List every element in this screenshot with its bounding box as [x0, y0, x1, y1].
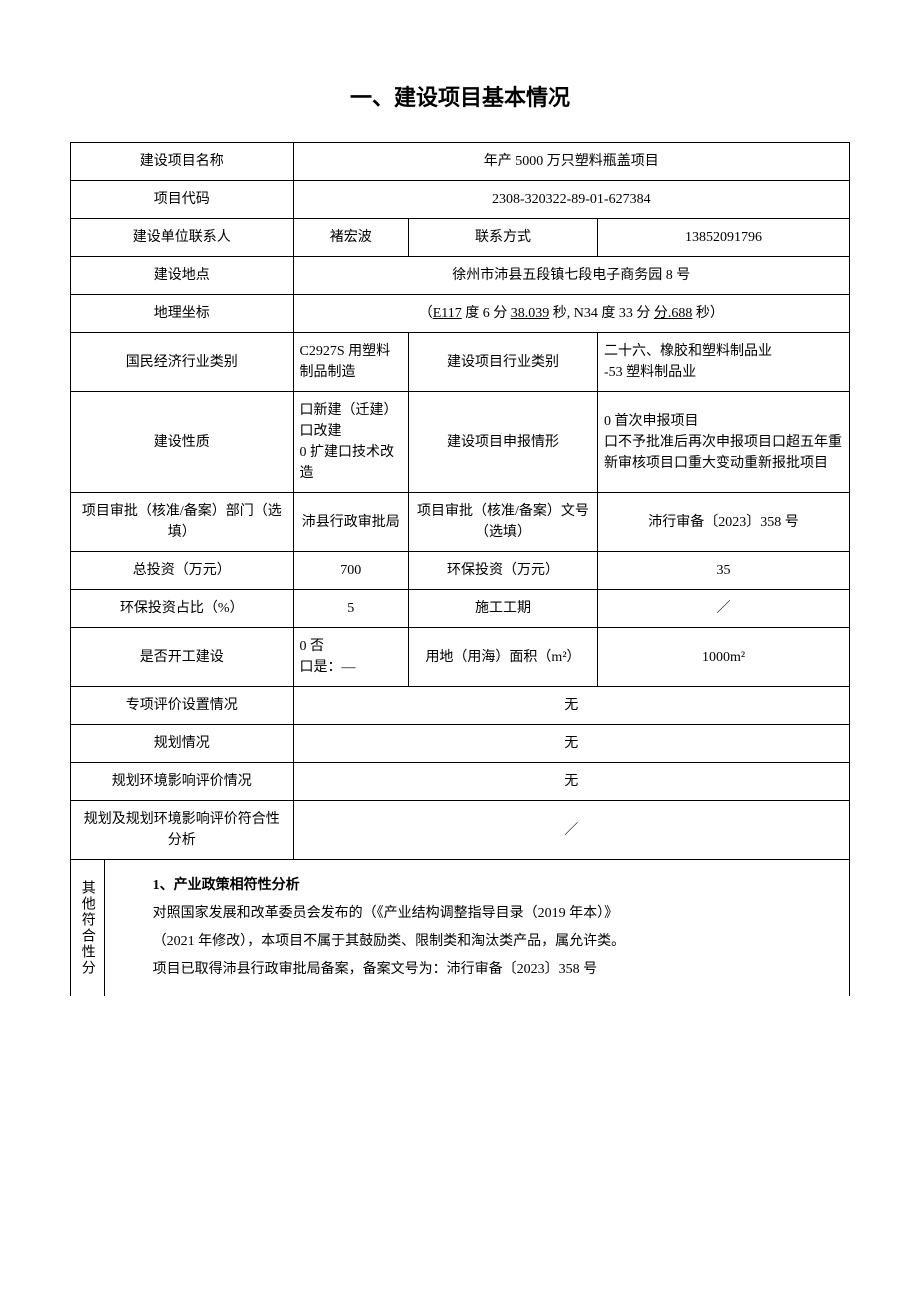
value-contact-person: 褚宏波	[293, 219, 408, 257]
value-approval-2: 沛行审备〔2023〕358 号	[597, 493, 849, 552]
label-nature: 建设性质	[71, 392, 294, 493]
label-industry: 国民经济行业类别	[71, 333, 294, 392]
table-row: 项目审批（核准/备案）部门（选填） 沛县行政审批局 项目审批（核准/备案）文号（…	[71, 493, 850, 552]
label-project-name: 建设项目名称	[71, 143, 294, 181]
label-ratio: 环保投资占比（%）	[71, 590, 294, 628]
value-plan-eia: 无	[293, 763, 849, 801]
table-row: 国民经济行业类别 C2927S 用塑料制品制造 建设项目行业类别 二十六、橡胶和…	[71, 333, 850, 392]
other-p1: 对照国家发展和改革委员会发布的（《产业结构调整指导目录（2019 年本）》	[125, 900, 829, 928]
value-invest-1: 700	[293, 552, 408, 590]
value-industry-2: 二十六、橡胶和塑料制品业 -53 塑料制品业	[597, 333, 849, 392]
label-ratio-2: 施工工期	[409, 590, 598, 628]
value-approval-1: 沛县行政审批局	[293, 493, 408, 552]
value-plan: 无	[293, 725, 849, 763]
label-address: 建设地点	[71, 257, 294, 295]
table-row: 规划及规划环境影响评价符合性分析 ／	[71, 801, 850, 860]
table-row: 地理坐标 （E117 度 6 分 38.039 秒, N34 度 33 分 分.…	[71, 295, 850, 333]
value-project-name: 年产 5000 万只塑料瓶盖项目	[293, 143, 849, 181]
table-row: 其他符合性分 1、产业政策相符性分析 对照国家发展和改革委员会发布的（《产业结构…	[71, 860, 850, 997]
label-nature-2: 建设项目申报情形	[409, 392, 598, 493]
value-plan-conform: ／	[293, 801, 849, 860]
other-p2: （2021 年修改），本项目不属于其鼓励类、限制类和淘汰类产品，属允许类。	[125, 928, 829, 956]
coords-suffix: 秒）	[692, 306, 724, 321]
value-ratio-1: 5	[293, 590, 408, 628]
page-title: 一、建设项目基本情况	[70, 80, 850, 112]
label-started: 是否开工建设	[71, 628, 294, 687]
table-row: 规划情况 无	[71, 725, 850, 763]
value-nature-1: 口新建（迁建）口改建 0 扩建口技术改造	[293, 392, 408, 493]
project-info-table: 建设项目名称 年产 5000 万只塑料瓶盖项目 项目代码 2308-320322…	[70, 142, 850, 996]
value-invest-2: 35	[597, 552, 849, 590]
label-invest-2: 环保投资（万元）	[409, 552, 598, 590]
label-contact-method: 联系方式	[409, 219, 598, 257]
value-contact-method: 13852091796	[597, 219, 849, 257]
label-started-2: 用地（用海）面积（m²）	[409, 628, 598, 687]
value-coords: （E117 度 6 分 38.039 秒, N34 度 33 分 分.688 秒…	[293, 295, 849, 333]
table-row: 建设性质 口新建（迁建）口改建 0 扩建口技术改造 建设项目申报情形 0 首次申…	[71, 392, 850, 493]
label-contact: 建设单位联系人	[71, 219, 294, 257]
value-address: 徐州市沛县五段镇七段电子商务园 8 号	[293, 257, 849, 295]
coords-mid1: 度 6 分	[462, 306, 511, 321]
table-row: 是否开工建设 0 否 口是：— 用地（用海）面积（m²） 1000m²	[71, 628, 850, 687]
table-row: 环保投资占比（%） 5 施工工期 ／	[71, 590, 850, 628]
coords-prefix: （	[419, 306, 433, 321]
value-started-2: 1000m²	[597, 628, 849, 687]
label-approval-2: 项目审批（核准/备案）文号（选填）	[409, 493, 598, 552]
coords-link-sec2[interactable]: 分.688	[654, 306, 693, 321]
label-project-code: 项目代码	[71, 181, 294, 219]
label-other-side: 其他符合性分	[71, 860, 105, 997]
value-industry-1: C2927S 用塑料制品制造	[293, 333, 408, 392]
label-plan-eia: 规划环境影响评价情况	[71, 763, 294, 801]
label-approval: 项目审批（核准/备案）部门（选填）	[71, 493, 294, 552]
table-row: 项目代码 2308-320322-89-01-627384	[71, 181, 850, 219]
label-plan-conform: 规划及规划环境影响评价符合性分析	[71, 801, 294, 860]
value-ratio-2: ／	[597, 590, 849, 628]
label-plan: 规划情况	[71, 725, 294, 763]
label-industry-2: 建设项目行业类别	[409, 333, 598, 392]
other-p3: 项目已取得沛县行政审批局备案，备案文号为：沛行审备〔2023〕358 号	[125, 956, 829, 984]
table-row: 规划环境影响评价情况 无	[71, 763, 850, 801]
value-started-1: 0 否 口是：—	[293, 628, 408, 687]
table-row: 建设项目名称 年产 5000 万只塑料瓶盖项目	[71, 143, 850, 181]
table-row: 建设单位联系人 褚宏波 联系方式 13852091796	[71, 219, 850, 257]
table-row: 建设地点 徐州市沛县五段镇七段电子商务园 8 号	[71, 257, 850, 295]
coords-link-e[interactable]: E117	[433, 306, 462, 321]
coords-link-sec1[interactable]: 38.039	[511, 306, 550, 321]
table-row: 总投资（万元） 700 环保投资（万元） 35	[71, 552, 850, 590]
other-section: 1、产业政策相符性分析 对照国家发展和改革委员会发布的（《产业结构调整指导目录（…	[104, 860, 849, 997]
label-coords: 地理坐标	[71, 295, 294, 333]
label-invest: 总投资（万元）	[71, 552, 294, 590]
value-project-code: 2308-320322-89-01-627384	[293, 181, 849, 219]
other-h1: 1、产业政策相符性分析	[125, 872, 829, 900]
value-special: 无	[293, 687, 849, 725]
coords-mid2: 秒, N34 度 33 分	[549, 306, 654, 321]
value-nature-2: 0 首次申报项目 口不予批准后再次申报项目口超五年重新审核项目口重大变动重新报批…	[597, 392, 849, 493]
table-row: 专项评价设置情况 无	[71, 687, 850, 725]
label-special: 专项评价设置情况	[71, 687, 294, 725]
